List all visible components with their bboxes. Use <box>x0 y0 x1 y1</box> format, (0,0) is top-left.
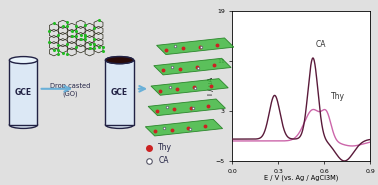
Ellipse shape <box>9 57 37 64</box>
Ellipse shape <box>9 121 37 128</box>
Ellipse shape <box>105 57 133 64</box>
Ellipse shape <box>105 57 133 64</box>
Text: CA: CA <box>316 40 327 49</box>
Bar <box>9 60 37 125</box>
Text: Thy: Thy <box>332 92 345 100</box>
Bar <box>105 60 133 125</box>
Text: GCE: GCE <box>111 88 128 97</box>
Polygon shape <box>151 79 228 95</box>
Text: CA: CA <box>158 157 169 165</box>
Polygon shape <box>154 58 231 75</box>
Ellipse shape <box>105 121 133 128</box>
Polygon shape <box>148 99 225 116</box>
Polygon shape <box>156 38 234 55</box>
Polygon shape <box>145 119 223 136</box>
X-axis label: E / V (vs. Ag / AgCl3M): E / V (vs. Ag / AgCl3M) <box>264 175 339 181</box>
Text: Thy: Thy <box>158 144 172 152</box>
Text: Drop casted
(GO): Drop casted (GO) <box>50 83 90 97</box>
Text: GCE: GCE <box>15 88 32 97</box>
Y-axis label: I / μA: I / μA <box>208 77 214 95</box>
